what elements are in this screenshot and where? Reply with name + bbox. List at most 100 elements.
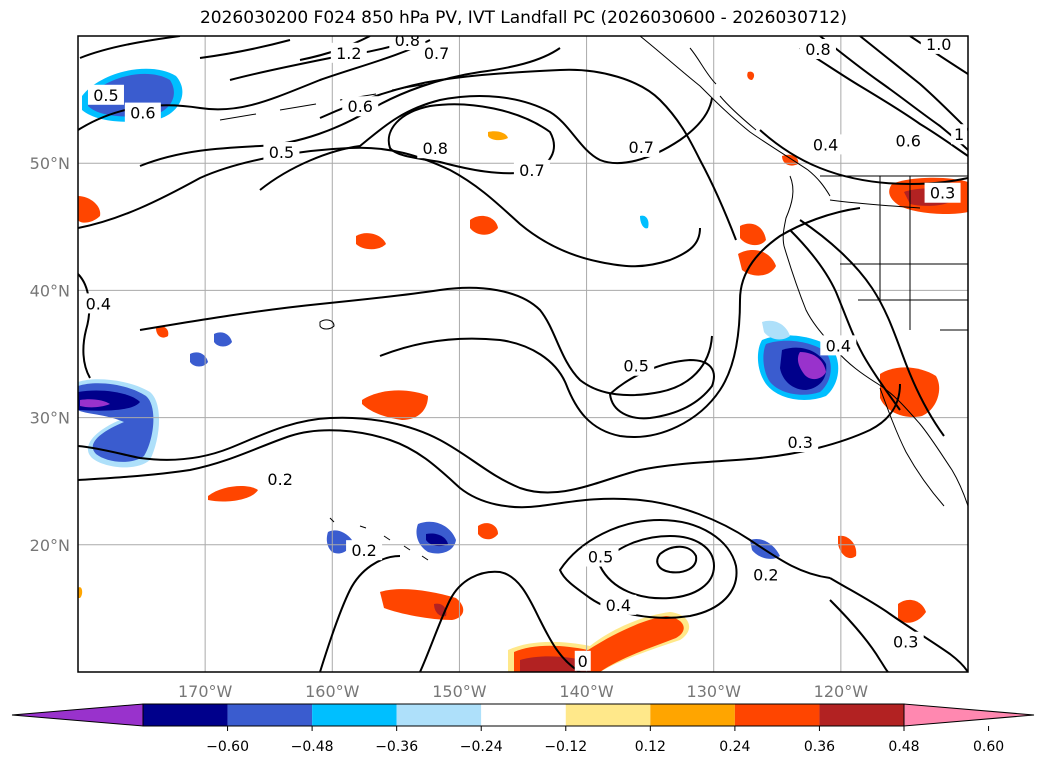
- colorbar-segment: [396, 704, 482, 726]
- contour-label-bg: [887, 631, 924, 652]
- baja-coastline: [879, 387, 945, 507]
- contour-label: 0.2: [753, 565, 778, 584]
- colorbar-tick-label: 0.24: [719, 739, 750, 755]
- colorbar-tick-label: −0.60: [206, 739, 249, 755]
- colorbar-tick-label: −0.36: [375, 739, 418, 755]
- contour-label-bg: [890, 130, 927, 151]
- contour-label: 0.4: [826, 336, 851, 355]
- map-frame: [77, 35, 969, 673]
- contour-label-bg: [582, 546, 619, 567]
- colorbar-tick-label: 0.60: [973, 739, 1004, 755]
- orange-anomaly-westpac: [78, 196, 101, 223]
- contour-label: 1: [954, 125, 964, 144]
- colorbar-tick-label: 0.36: [804, 739, 835, 755]
- contour-label: 0.7: [424, 44, 449, 63]
- contour-label-bg: [574, 650, 591, 671]
- contour-label: 0: [578, 652, 588, 671]
- contour-label: 0.8: [395, 31, 420, 50]
- pv-contour-0.5: [78, 146, 701, 268]
- pv-contour-labels: 0.50.60.50.61.20.80.70.80.70.70.80.41.00…: [80, 31, 968, 671]
- lon-tick-label: 140°W: [559, 682, 614, 701]
- colorbar-tick-label: −0.24: [460, 739, 503, 755]
- contour-label: 0.3: [893, 633, 918, 652]
- contour-label: 0.8: [423, 139, 448, 158]
- contour-label: 0.4: [813, 135, 838, 154]
- colorbar-segment: [227, 704, 313, 726]
- contour-label-bg: [80, 293, 117, 314]
- bc-coastline: [782, 175, 794, 247]
- pv-contour-0.5-central: [608, 358, 715, 420]
- colorbar-segment: [819, 704, 904, 726]
- lon-tick-label: 130°W: [687, 682, 742, 701]
- contour-label-bg: [782, 432, 819, 453]
- colorbar-segment: [565, 704, 651, 726]
- pv-contour-0.4-south: [558, 518, 738, 619]
- contour-label-bg: [87, 84, 124, 105]
- colorbar-segment: [312, 704, 397, 726]
- latitude-labels: 20°N 30°N 40°N 50°N: [30, 154, 70, 555]
- longitude-labels: 170°W 160°W 150°W 140°W 130°W 120°W: [178, 682, 868, 701]
- contour-label-bg: [263, 142, 300, 163]
- contour-label-bg: [951, 124, 968, 145]
- contour-label-bg: [820, 335, 857, 356]
- lat-tick-label: 20°N: [30, 536, 70, 555]
- lat-tick-label: 30°N: [30, 409, 70, 428]
- contour-label: 0.2: [267, 470, 292, 489]
- colorbar-segment: [143, 704, 228, 726]
- contour-label-bg: [924, 182, 961, 203]
- contour-label-bg: [600, 594, 637, 615]
- colorbar-tick-label: −0.48: [291, 739, 334, 755]
- state-borders: [829, 176, 968, 331]
- lon-tick-label: 160°W: [305, 682, 360, 701]
- contour-label-bg: [342, 96, 379, 117]
- contour-label: 0.7: [519, 161, 544, 180]
- contour-label: 0.4: [606, 596, 631, 615]
- colorbar-tick-label: −0.12: [544, 739, 587, 755]
- colorbar-extend-high: [903, 703, 1035, 727]
- pv-contour-0.4-east: [789, 229, 901, 411]
- ivt-shading-layer: [78, 68, 968, 672]
- colorbar-outline: [142, 703, 905, 727]
- pv-contour-0.8-ne: [799, 47, 968, 157]
- contour-label: 0.4: [86, 294, 111, 313]
- contour-label-bg: [807, 134, 844, 155]
- contour-label: 1.2: [336, 44, 361, 63]
- map-gridlines: [78, 36, 968, 672]
- coastlines: [219, 36, 968, 561]
- contour-label: 0.5: [269, 143, 294, 162]
- contour-label: 0.7: [629, 138, 654, 157]
- map-title: 2026030200 F024 850 hPa PV, IVT Landfall…: [199, 8, 847, 28]
- pv-contour-0.3-east: [829, 577, 968, 672]
- contour-label-bg: [747, 564, 784, 585]
- colorbar-segment: [650, 704, 735, 726]
- alaska-coastline: [639, 36, 831, 197]
- pv-contour-0.7: [259, 95, 713, 191]
- contour-label-bg: [618, 355, 655, 376]
- contour-label: 0.2: [351, 541, 376, 560]
- contour-label-bg: [418, 42, 455, 63]
- lat-tick-label: 50°N: [30, 154, 70, 173]
- contour-label-bg: [513, 159, 550, 180]
- pv-contour-0.5-south: [598, 534, 716, 600]
- contour-label-bg: [799, 38, 836, 59]
- lat-tick-label: 40°N: [30, 281, 70, 300]
- lon-tick-label: 150°W: [432, 682, 487, 701]
- pv-contour-0.2: [78, 429, 831, 579]
- pv-contour-0.4-central: [379, 207, 861, 438]
- colorbar-extend-low: [11, 703, 144, 727]
- colorbar-segment: [734, 704, 820, 726]
- pv-contours: [78, 36, 968, 672]
- contour-label-bg: [124, 102, 161, 123]
- lon-tick-label: 120°W: [814, 682, 869, 701]
- contour-label-bg: [262, 468, 299, 489]
- contour-label: 0.5: [93, 86, 118, 105]
- pv-contour-0.6: [319, 68, 737, 241]
- us-west-coastline: [783, 245, 968, 507]
- contour-label: 0.5: [588, 548, 613, 567]
- pv-contour-0.3: [78, 383, 901, 494]
- contour-label-bg: [330, 42, 367, 63]
- contour-label-bg: [346, 540, 383, 561]
- contour-label-bg: [623, 136, 660, 157]
- contour-label-bg: [920, 36, 957, 54]
